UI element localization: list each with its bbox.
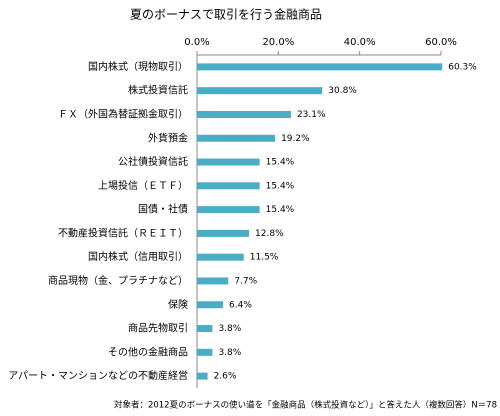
data-label: 12.8% [255, 229, 284, 239]
bar [197, 63, 443, 71]
bar [197, 301, 224, 309]
data-label: 60.3% [448, 62, 477, 72]
bar [197, 348, 213, 356]
bar [197, 87, 323, 95]
y-tick-label: 上場投信（ＥＴＦ） [98, 179, 188, 192]
data-label: 6.4% [229, 300, 252, 310]
y-tick-label: 保険 [168, 298, 188, 311]
bar [197, 110, 291, 118]
y-tick-label: ＦＸ（外国為替証拠金取引） [58, 107, 188, 120]
bar [197, 134, 276, 142]
x-tick-label: 40.0% [344, 37, 376, 48]
y-tick-label: 商品現物（金、プラチナなど） [48, 274, 188, 287]
note: 対象者：2012夏のボーナスの使い道を「金融商品（株式投資など）」と答えた人（複… [114, 400, 497, 411]
data-label: 30.8% [328, 86, 357, 96]
data-label: 15.4% [266, 205, 295, 215]
y-tick-label: 国内株式（現物取引） [88, 60, 188, 73]
y-tick-label: 国債・社債 [138, 203, 188, 216]
y-tick-label: 公社債投資信託 [118, 155, 188, 168]
bar [197, 325, 213, 333]
y-tick-label: 株式投資信託 [128, 84, 188, 97]
data-label: 15.4% [266, 181, 295, 191]
y-tick-label: その他の金融商品 [108, 345, 188, 358]
y-tick-label: アパート・マンションなどの不動産経営 [8, 369, 188, 382]
y-tick-label: 不動産投資信託（ＲＥＩＴ） [58, 226, 188, 239]
bar [197, 182, 260, 190]
data-label: 3.8% [218, 348, 241, 358]
y-tick-label: 外貨預金 [148, 131, 188, 144]
data-label: 15.4% [266, 158, 295, 168]
data-label: 23.1% [297, 110, 326, 120]
data-label: 2.6% [214, 372, 237, 382]
x-tick-label: 0.0% [184, 37, 209, 48]
y-tick-label: 国内株式（信用取引） [88, 250, 188, 263]
data-label: 7.7% [234, 276, 257, 286]
data-label: 3.8% [218, 324, 241, 334]
bar [197, 206, 260, 214]
chart-title: 夏のボーナスで取引を行う金融商品 [130, 7, 322, 22]
x-tick-label: 60.0% [425, 37, 457, 48]
x-tick-label: 20.0% [262, 37, 294, 48]
y-tick-label: 商品先物取引 [128, 322, 188, 335]
bar [197, 372, 208, 380]
bar [197, 158, 260, 166]
data-label: 11.5% [250, 253, 279, 263]
data-label: 19.2% [281, 134, 310, 144]
bar [197, 229, 250, 237]
bar [197, 253, 244, 261]
bar [197, 277, 229, 285]
